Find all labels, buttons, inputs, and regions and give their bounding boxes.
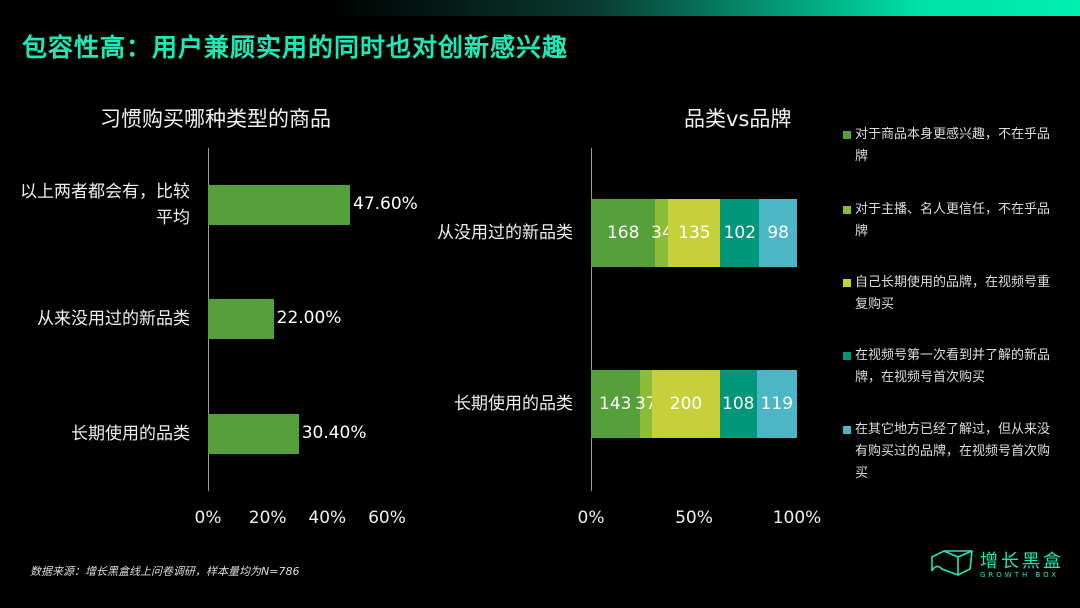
stacked-segment: 98 (759, 199, 797, 267)
box-logo-icon (931, 550, 973, 576)
category-label: 从来没用过的新品类 (37, 309, 190, 329)
segment-value-label: 135 (678, 223, 711, 243)
stacked-segment: 143 (591, 370, 640, 438)
segment-value-label: 168 (606, 223, 640, 243)
stacked-segment: 102 (720, 199, 760, 267)
x-tick-label: 0% (577, 508, 605, 528)
y-axis-line (591, 148, 592, 491)
category-label: 长期使用的品类 (71, 424, 190, 444)
data-label: 47.60% (353, 194, 418, 214)
stacked-segment: 34 (651, 199, 673, 267)
legend-swatch (843, 131, 851, 139)
stacked-segment: 119 (756, 370, 797, 438)
bar (208, 299, 274, 339)
logo: 增长黑盒 GROWTH BOX (930, 549, 1070, 579)
data-label: 22.00% (276, 308, 342, 328)
top-accent-bar (0, 0, 1080, 16)
footnote: 数据来源：增长黑盒线上问卷调研，样本量均为N=786 (30, 565, 300, 578)
legend-item: 对于商品本身更感兴趣，不在乎品牌 (843, 124, 1053, 168)
logo-subtext: GROWTH BOX (980, 571, 1060, 579)
stacked-segment: 37 (635, 370, 657, 438)
x-tick-label: 40% (308, 508, 347, 528)
legend-item: 自己长期使用的品牌，在视频号重复购买 (843, 272, 1053, 316)
segment-value-label: 102 (723, 223, 757, 243)
legend-item: 在视频号第一次看到并了解的新品牌，在视频号首次购买 (843, 345, 1053, 389)
legend-swatch (843, 206, 851, 214)
x-tick-label: 60% (368, 508, 406, 528)
legend-item: 对于主播、名人更信任，不在乎品牌 (843, 199, 1053, 243)
legend-swatch (843, 426, 851, 434)
category-label: 以上两者都会有，比较平均 (20, 182, 190, 228)
data-label: 30.40% (301, 423, 367, 443)
stacked-segment: 168 (591, 199, 656, 267)
category-label: 从没用过的新品类 (437, 223, 573, 243)
legend-label: 在视频号第一次看到并了解的新品牌，在视频号首次购买 (855, 348, 1051, 385)
segment-value-label: 108 (722, 394, 755, 414)
legend-swatch (843, 279, 851, 287)
x-tick-label: 0% (194, 508, 222, 528)
bar (208, 185, 350, 225)
right-chart-title: 品类vs品牌 (684, 107, 792, 131)
x-tick-label: 50% (675, 508, 713, 528)
segment-value-label: 143 (599, 394, 632, 414)
logo-text: 增长黑盒 (980, 551, 1064, 572)
page-title: 包容性高：用户兼顾实用的同时也对创新感兴趣 (22, 33, 569, 62)
category-label: 长期使用的品类 (454, 394, 573, 414)
x-tick-label: 100% (772, 508, 822, 528)
legend-label: 自己长期使用的品牌，在视频号重复购买 (855, 275, 1051, 312)
stacked-segment: 135 (668, 199, 721, 267)
stacked-segment: 200 (652, 370, 720, 438)
legend-label: 在其它地方已经了解过，但从来没有购买过的品牌，在视频号首次购买 (855, 422, 1051, 481)
stacked-segment: 108 (719, 370, 757, 438)
legend-swatch (843, 352, 851, 360)
bar (208, 414, 299, 454)
segment-value-label: 37 (634, 394, 657, 414)
legend-label: 对于主播、名人更信任，不在乎品牌 (855, 202, 1051, 239)
segment-value-label: 98 (767, 223, 789, 243)
segment-value-label: 200 (669, 394, 703, 414)
x-tick-label: 20% (248, 508, 287, 528)
legend-label: 对于商品本身更感兴趣，不在乎品牌 (855, 127, 1051, 164)
legend-item: 在其它地方已经了解过，但从来没有购买过的品牌，在视频号首次购买 (843, 419, 1053, 485)
segment-value-label: 34 (651, 223, 673, 243)
segment-value-label: 119 (760, 394, 794, 414)
left-chart-title: 习惯购买哪种类型的商品 (100, 107, 331, 131)
